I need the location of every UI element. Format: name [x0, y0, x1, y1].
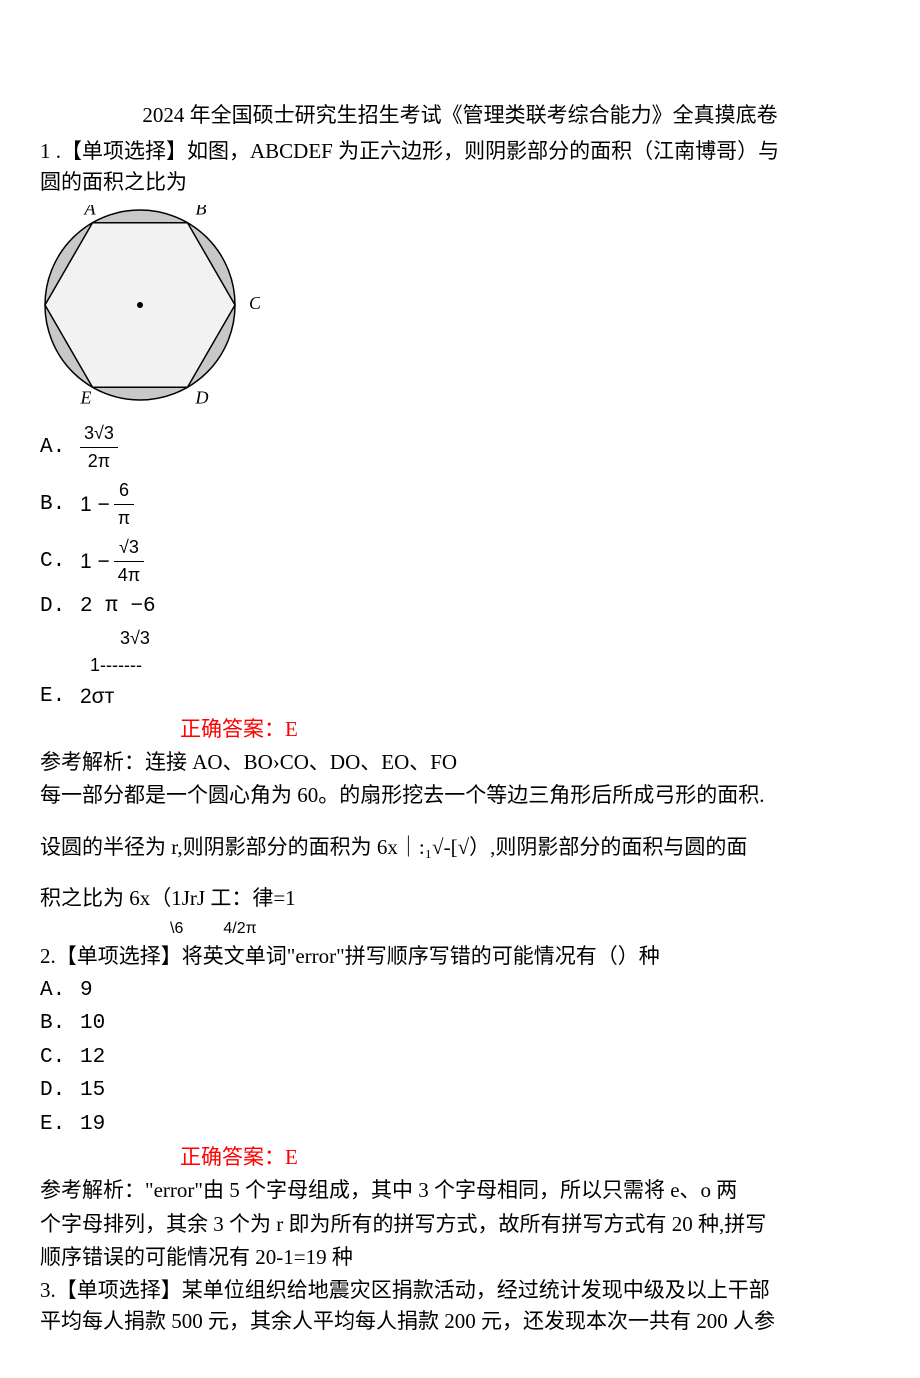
q2-stem: 2.【单项选择】将英文单词"error"拼写顺序写错的可能情况有（）种 — [40, 941, 880, 973]
frac-c-den: 4π — [114, 562, 144, 589]
option-e-prefix: 1------- — [90, 652, 880, 679]
fraction-c: √3 4π — [114, 534, 144, 589]
q2-label-b: B. — [40, 1008, 68, 1040]
q2-option-a: A. 9 — [40, 975, 880, 1007]
q1-exp-line3: 设圆的半径为 r,则阴影部分的面积为 6x｜:₁√-[√）,则阴影部分的面积与圆… — [40, 831, 880, 865]
svg-text:D: D — [195, 387, 209, 405]
q2-exp-line3: 顺序错误的可能情况有 20-1=19 种 — [40, 1241, 880, 1275]
frac-a-num: 3√3 — [80, 420, 118, 448]
q2-exp-line2: 个字母排列，其余 3 个为 r 即为所有的拼写方式，故所有拼写方式有 20 种,… — [40, 1208, 880, 1242]
q1-option-e: 3√3 1------- E. 2σт — [40, 625, 880, 713]
q2-option-c: C. 12 — [40, 1042, 880, 1074]
q1-exp-line4-sub: \6 4/2π — [170, 916, 880, 942]
document-title: 2024 年全国硕士研究生招生考试《管理类联考综合能力》全真摸底卷 — [40, 100, 880, 132]
svg-text:C: C — [249, 293, 260, 313]
q2-option-b: B. 10 — [40, 1008, 880, 1040]
frac-b-num: 6 — [114, 477, 134, 505]
q2-text-e: 19 — [80, 1109, 105, 1141]
option-e-den: 2σт — [80, 681, 114, 713]
q1-figure: ABCDEF — [40, 205, 880, 415]
q2-answer: 正确答案：E — [180, 1142, 880, 1174]
q1-stem-line1: 1 .【单项选择】如图，ABCDEF 为正六边形，则阴影部分的面积（江南博哥）与 — [40, 136, 880, 168]
q1-exp-line4: 积之比为 6x（1JrJ 工：律=1 — [40, 882, 880, 916]
q2-text-b: 10 — [80, 1008, 105, 1040]
q1-stem-line2: 圆的面积之比为 — [40, 167, 880, 199]
q1-option-c: C. 1 − √3 4π — [40, 534, 880, 589]
option-label-b: B. — [40, 489, 68, 521]
q2-explanation: 参考解析："error"由 5 个字母组成，其中 3 个字母相同，所以只需将 e… — [40, 1174, 880, 1275]
frac-c-num: √3 — [114, 534, 144, 562]
option-e-num-top: 3√3 — [120, 625, 880, 652]
svg-text:A: A — [84, 205, 97, 219]
q2-text-d: 15 — [80, 1075, 105, 1107]
q1-answer: 正确答案：E — [180, 714, 880, 746]
fraction-b: 6 π — [114, 477, 134, 532]
q2-option-d: D. 15 — [40, 1075, 880, 1107]
option-d-text: 2 π −6 — [80, 591, 156, 623]
svg-text:B: B — [196, 205, 207, 219]
q2-text-c: 12 — [80, 1042, 105, 1074]
option-label-a: A. — [40, 432, 68, 464]
q1-options: A. 3√3 2π B. 1 − 6 π C. 1 − √3 4π D. 2 π… — [40, 420, 880, 712]
q1-option-d: D. 2 π −6 — [40, 591, 880, 623]
option-label-d: D. — [40, 591, 68, 623]
option-label-c: C. — [40, 546, 68, 578]
q1-explanation: 参考解析：连接 AO、BO›CO、DO、EO、FO 每一部分都是一个圆心角为 6… — [40, 746, 880, 942]
q2-label-d: D. — [40, 1075, 68, 1107]
q1-exp-line1: 参考解析：连接 AO、BO›CO、DO、EO、FO — [40, 746, 880, 780]
q3-stem-line2: 平均每人捐款 500 元，其余人平均每人捐款 200 元，还发现本次一共有 20… — [40, 1306, 880, 1338]
fraction-a: 3√3 2π — [80, 420, 118, 475]
q1-option-b: B. 1 − 6 π — [40, 477, 880, 532]
q2-text-a: 9 — [80, 975, 93, 1007]
q1-exp-line2: 每一部分都是一个圆心角为 60。的扇形挖去一个等边三角形后所成弓形的面积. — [40, 779, 880, 813]
q3-stem-line1: 3.【单项选择】某单位组织给地震灾区捐款活动，经过统计发现中级及以上干部 — [40, 1275, 880, 1307]
frac-b-den: π — [114, 505, 134, 532]
option-label-e: E. — [40, 681, 68, 713]
q2-label-c: C. — [40, 1042, 68, 1074]
svg-text:E: E — [80, 387, 92, 405]
option-b-prefix: 1 − — [80, 489, 110, 521]
frac-a-den: 2π — [80, 448, 118, 475]
q2-label-a: A. — [40, 975, 68, 1007]
q2-option-e: E. 19 — [40, 1109, 880, 1141]
option-c-prefix: 1 − — [80, 546, 110, 578]
q2-options: A. 9 B. 10 C. 12 D. 15 E. 19 — [40, 975, 880, 1141]
q2-exp-line1: 参考解析："error"由 5 个字母组成，其中 3 个字母相同，所以只需将 e… — [40, 1174, 880, 1208]
hexagon-circle-svg: ABCDEF — [40, 205, 260, 405]
q2-label-e: E. — [40, 1109, 68, 1141]
q1-option-a: A. 3√3 2π — [40, 420, 880, 475]
